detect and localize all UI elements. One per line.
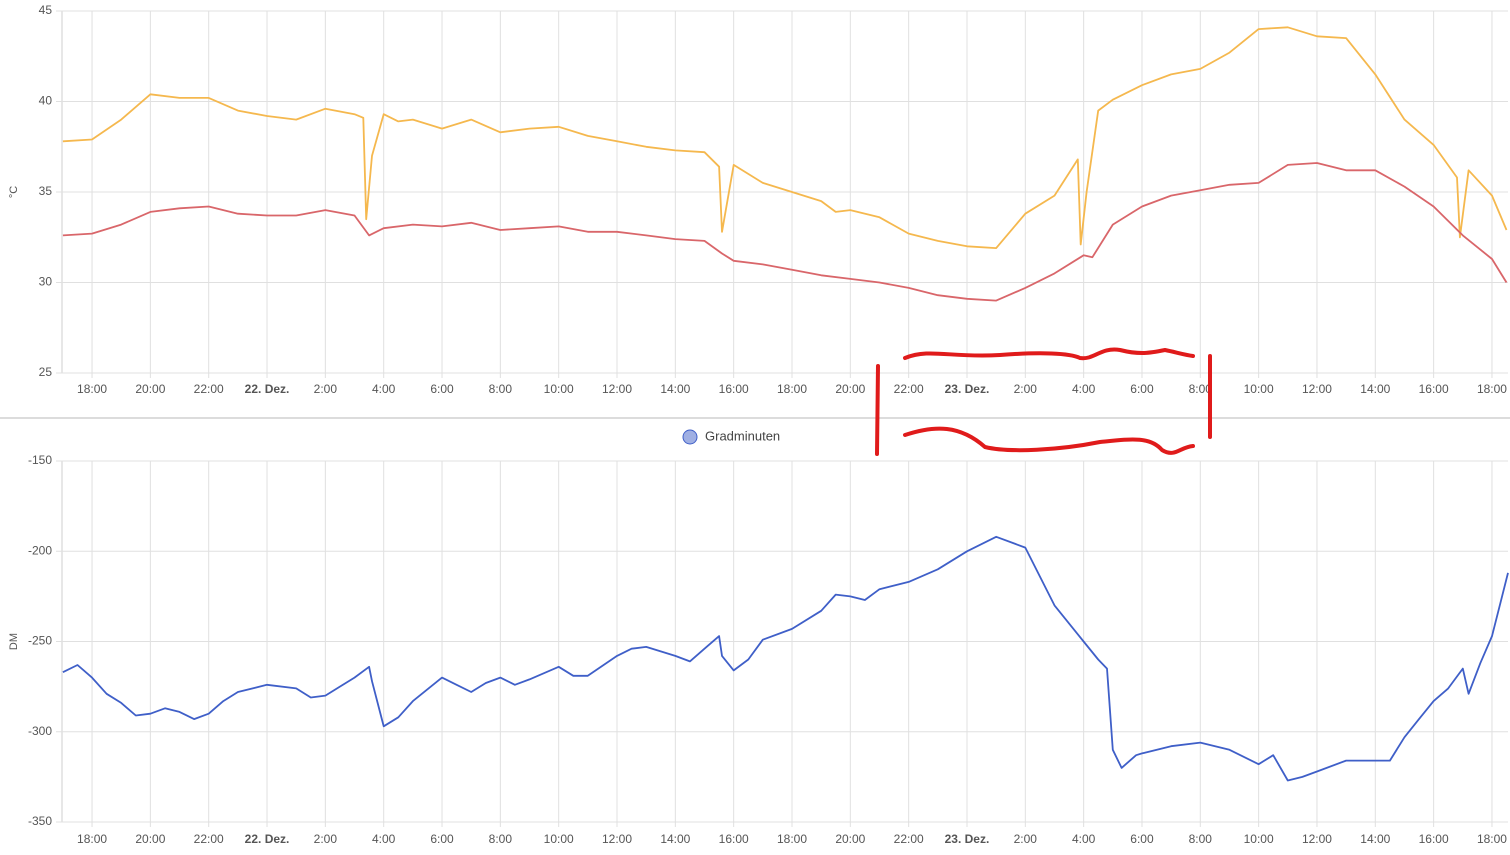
x-tick-label: 18:00: [77, 832, 107, 846]
y-tick-label: 35: [39, 184, 53, 198]
x-tick-label: 8:00: [1189, 382, 1213, 396]
x-tick-label: 12:00: [1302, 832, 1332, 846]
x-tick-label: 4:00: [372, 832, 396, 846]
x-tick-label: 12:00: [1302, 382, 1332, 396]
x-tick-label: 18:00: [1477, 382, 1507, 396]
x-tick-label: 18:00: [777, 832, 807, 846]
x-tick-label: 20:00: [135, 832, 165, 846]
legend-swatch: [682, 429, 698, 445]
annotation-stroke-top: [903, 347, 1195, 361]
y-tick-label: 45: [39, 3, 53, 17]
hand-annotation: [875, 347, 1212, 456]
x-tick-label: 6:00: [430, 382, 454, 396]
series-line: [62, 535, 1509, 782]
y-tick-label: -150: [28, 453, 52, 467]
x-tick-label: 2:00: [314, 832, 338, 846]
x-tick-label: 4:00: [372, 382, 396, 396]
x-tick-label: 12:00: [602, 382, 632, 396]
y-tick-label: -200: [28, 543, 52, 557]
x-tick-label: 14:00: [660, 382, 690, 396]
y-axis-title: °C: [8, 186, 20, 198]
legend-label: Gradminuten: [705, 428, 780, 443]
x-tick-label: 2:00: [1014, 832, 1038, 846]
x-tick-label: 14:00: [660, 832, 690, 846]
x-tick-label: 6:00: [430, 832, 454, 846]
x-tick-label: 22:00: [894, 382, 924, 396]
x-tick-label: 16:00: [1419, 382, 1449, 396]
series-line: [62, 26, 1508, 249]
x-tick-label: 10:00: [1244, 382, 1274, 396]
x-tick-label: 6:00: [1130, 832, 1154, 846]
x-tick-label: 10:00: [544, 382, 574, 396]
x-tick-label: 2:00: [1014, 382, 1038, 396]
x-tick-label: 8:00: [489, 382, 513, 396]
x-tick-label: 22. Dez.: [245, 382, 290, 396]
x-tick-label: 22. Dez.: [245, 832, 290, 846]
x-tick-label: 18:00: [77, 382, 107, 396]
x-tick-label: 16:00: [719, 832, 749, 846]
x-tick-label: 22:00: [194, 382, 224, 396]
annotation-stroke-bottom: [903, 426, 1195, 455]
x-tick-label: 14:00: [1360, 832, 1390, 846]
x-tick-label: 10:00: [544, 832, 574, 846]
y-tick-label: 40: [39, 94, 53, 108]
x-tick-label: 4:00: [1072, 832, 1096, 846]
x-tick-label: 10:00: [1244, 832, 1274, 846]
y-tick-label: -350: [28, 814, 52, 828]
y-tick-label: -250: [28, 634, 52, 648]
x-tick-label: 4:00: [1072, 382, 1096, 396]
x-tick-label: 16:00: [719, 382, 749, 396]
y-tick-label: -300: [28, 724, 52, 738]
x-tick-label: 2:00: [314, 382, 338, 396]
y-axis-title: DM: [8, 633, 20, 650]
x-tick-label: 20:00: [135, 382, 165, 396]
x-tick-label: 18:00: [1477, 832, 1507, 846]
x-tick-label: 22:00: [894, 832, 924, 846]
x-tick-label: 20:00: [835, 382, 865, 396]
x-tick-label: 12:00: [602, 832, 632, 846]
charts: 25 30 35 40 45 18:00 20:00 22:00 22. Dez. 2:00 4:0…: [8, 3, 1509, 846]
x-tick-label: 23. Dez.: [945, 382, 990, 396]
y-tick-label: 30: [39, 275, 53, 289]
x-tick-label: 16:00: [1419, 832, 1449, 846]
x-tick-label: 6:00: [1130, 382, 1154, 396]
x-tick-label: 14:00: [1360, 382, 1390, 396]
y-tick-label: 25: [39, 365, 53, 379]
x-tick-label: 8:00: [489, 832, 513, 846]
series-line: [62, 162, 1508, 302]
x-tick-label: 22:00: [194, 832, 224, 846]
x-tick-label: 8:00: [1189, 832, 1213, 846]
annotation-bracket-left: [875, 364, 880, 456]
x-tick-label: 18:00: [777, 382, 807, 396]
x-tick-label: 20:00: [835, 832, 865, 846]
x-tick-label: 23. Dez.: [945, 832, 990, 846]
